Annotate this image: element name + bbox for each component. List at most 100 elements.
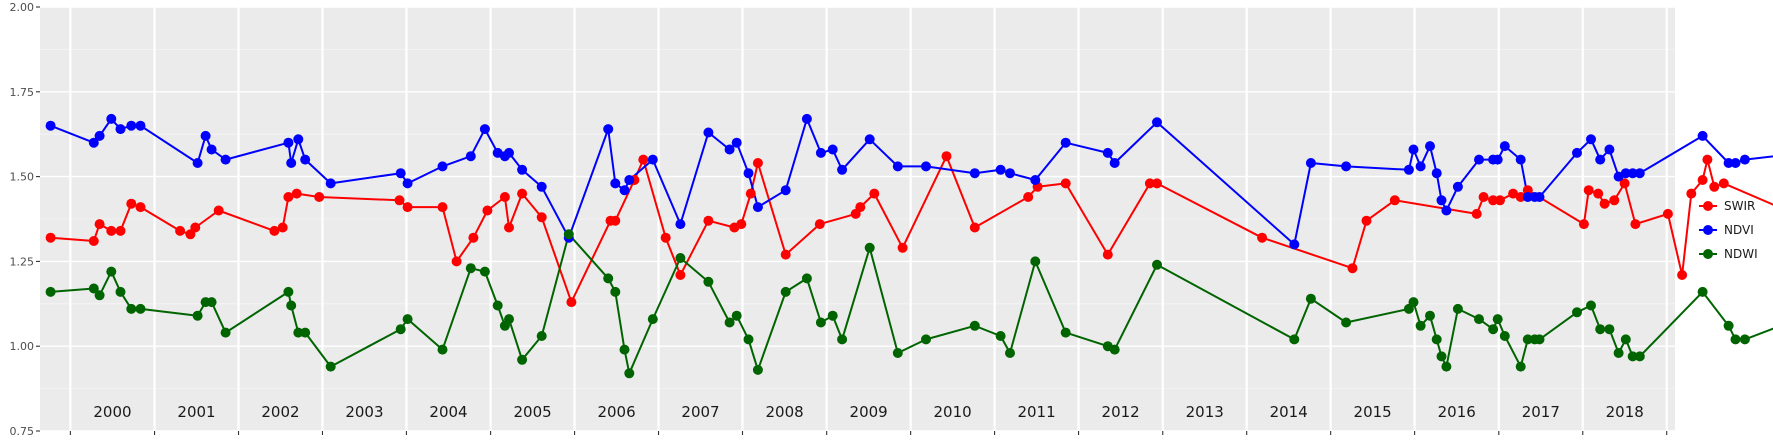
ndwi-data-point (206, 297, 217, 308)
ndvi-data-point (624, 175, 635, 185)
ndwi-data-point (675, 253, 686, 263)
swir-data-point (1144, 178, 1155, 189)
swir-data-point (1593, 188, 1604, 199)
swir-data-point (1599, 198, 1610, 209)
swir-data-point (115, 225, 126, 236)
ndwi-data-point (45, 286, 56, 297)
ndvi-data-point (1403, 164, 1414, 175)
ndvi-data-point (1620, 168, 1631, 179)
swir-data-point (1619, 178, 1630, 189)
year-label: 2017 (1522, 403, 1560, 421)
ndwi-data-point (1289, 334, 1300, 345)
ndwi-data-point (563, 229, 574, 240)
ndwi-data-point (293, 327, 304, 338)
ndvi-data-point (1441, 205, 1452, 216)
year-label: 2001 (177, 403, 215, 421)
swir-data-point (745, 188, 756, 199)
ndwi-data-point (1452, 303, 1463, 314)
ndvi-data-point (619, 185, 630, 196)
swir-data-point (499, 192, 510, 202)
ndvi-data-point (106, 113, 117, 124)
swir-data-point (660, 232, 671, 243)
year-label: 2011 (1017, 403, 1055, 421)
swir-data-point (675, 270, 686, 280)
ndvi-data-point (192, 158, 203, 168)
ndwi-data-point (536, 331, 547, 341)
swir-data-point (1060, 178, 1071, 189)
ndwi-data-point (731, 310, 742, 321)
year-label: 2004 (429, 403, 467, 421)
ndwi-data-point (479, 266, 490, 277)
ndwi-data-point (94, 290, 105, 301)
swir-data-point (1662, 208, 1673, 219)
ndwi-data-point (1620, 334, 1631, 345)
ndvi-data-point (1739, 154, 1750, 165)
ndwi-data-point (619, 344, 630, 355)
ndvi-data-point (94, 130, 105, 141)
ndwi-data-point (801, 273, 812, 284)
year-label: 2003 (345, 403, 383, 421)
swir-data-point (291, 188, 302, 199)
ndvi-data-point (402, 178, 413, 189)
ndwi-data-point (1415, 320, 1426, 331)
ndvi-data-point (752, 202, 763, 213)
year-label: 2006 (597, 403, 635, 421)
swir-data-point (1102, 249, 1113, 260)
ndvi-data-point (286, 158, 297, 168)
swir-data-point (1152, 178, 1162, 189)
ndvi-data-point (864, 134, 875, 145)
year-label: 2015 (1354, 403, 1392, 421)
ndvi-data-point (1595, 154, 1606, 165)
ndvi-data-point (780, 185, 791, 196)
swir-data-point (45, 232, 56, 243)
swir-data-point (941, 151, 952, 162)
year-label: 2010 (934, 403, 972, 421)
ndvi-data-point (1415, 161, 1426, 172)
ndwi-data-point (827, 310, 838, 321)
ndwi-data-point (1060, 327, 1071, 338)
ndwi-data-point (969, 320, 980, 331)
ndvi-data-point (220, 154, 231, 165)
ndvi-data-point (703, 127, 714, 138)
swir-data-point (269, 225, 280, 236)
ndvi-data-point (1730, 158, 1741, 168)
ndvi-data-point (1534, 192, 1545, 202)
year-label: 2013 (1186, 403, 1224, 421)
swir-data-point (1515, 192, 1526, 202)
ndvi-data-point (1697, 130, 1708, 141)
swir-data-point (283, 192, 294, 202)
ndvi-data-point (1515, 154, 1526, 165)
year-label: 2007 (681, 403, 719, 421)
swir-data-point (1677, 270, 1688, 280)
swir-data-point (703, 215, 714, 226)
ndwi-data-point (752, 364, 763, 375)
y-tick-label: 1.50 (10, 171, 35, 184)
ndvi-data-point (1060, 137, 1071, 148)
legend-ndwi-label: NDWI (1724, 247, 1758, 261)
swir-data-point (1361, 215, 1372, 226)
ndwi-data-point (1305, 293, 1316, 304)
ndwi-data-point (1572, 307, 1582, 318)
ndvi-data-point (504, 147, 514, 158)
ndvi-data-point (675, 219, 686, 230)
year-label: 2009 (850, 403, 888, 421)
ndvi-data-point (1474, 154, 1484, 165)
swir-data-point (402, 202, 413, 213)
ndwi-data-point (286, 300, 297, 311)
ndvi-data-point (743, 168, 754, 179)
ndvi-data-point (724, 144, 735, 155)
ndvi-data-point (135, 120, 146, 131)
swir-data-point (504, 222, 514, 233)
ndvi-data-point (1431, 168, 1442, 179)
swir-data-point (1702, 154, 1713, 165)
ndwi-data-point (1425, 310, 1435, 321)
swir-data-point (1718, 178, 1729, 189)
ndvi-data-point (610, 178, 621, 189)
year-label: 2008 (765, 403, 803, 421)
swir-data-point (1495, 195, 1505, 206)
swir-data-point (126, 198, 137, 209)
ndvi-data-point (1305, 158, 1316, 168)
ndvi-data-point (1436, 195, 1447, 206)
ndvi-data-point (88, 137, 99, 148)
ndwi-data-point (1586, 300, 1596, 311)
